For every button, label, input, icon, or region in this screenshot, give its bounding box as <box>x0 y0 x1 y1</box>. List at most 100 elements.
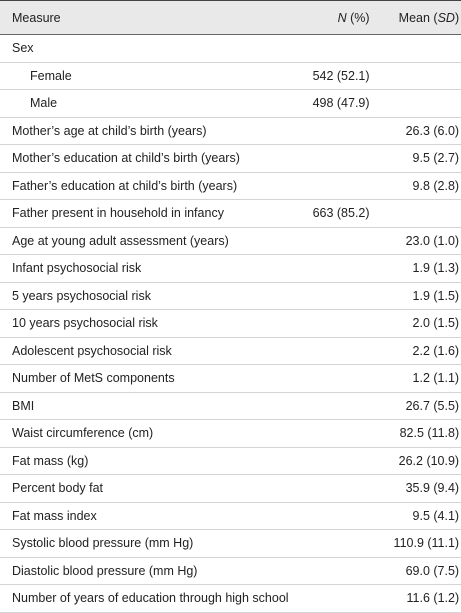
table-cell: 10 years psychosocial risk <box>0 309 301 338</box>
measure-label: Waist circumference (cm) <box>12 426 154 441</box>
table-cell: 9.8 (2.8) <box>381 172 461 200</box>
table-cell: 1.2 (1.1) <box>381 364 461 393</box>
table-cell: 2.0 (1.5) <box>381 309 461 338</box>
table-cell <box>300 34 382 63</box>
measure-label: Father present in household in infancy <box>12 206 224 221</box>
table-cell: 2.2 (1.6) <box>381 337 461 365</box>
table-cell: Male <box>0 89 301 118</box>
header-cell: Mean (SD) <box>381 0 461 35</box>
table-cell: 23.0 (1.0) <box>381 227 461 255</box>
header-cell: N (%) <box>300 0 382 35</box>
table-cell: Percent body fat <box>0 474 301 503</box>
table-cell: Sex <box>0 34 301 63</box>
cell-value: 1.9 (1.5) <box>412 288 460 303</box>
cell-value: 498 (47.9) <box>312 96 370 111</box>
cell-value: 9.5 (2.7) <box>412 151 460 166</box>
table-row: Age at young adult assessment (years) 23.… <box>0 227 461 255</box>
table-cell: Systolic blood pressure (mm Hg) <box>0 529 301 558</box>
table-cell: 1.9 (1.3) <box>381 254 461 283</box>
table-body: Sex Female 542 (52.1) Male 498 (47.9) Mother’… <box>0 34 461 613</box>
table-cell: 26.2 (10.9) <box>381 447 461 475</box>
table-cell <box>381 34 461 63</box>
measure-label: 5 years psychosocial risk <box>12 288 151 303</box>
header-row: Measure N (%) Mean (SD) <box>0 0 461 35</box>
cell-value: 82.5 (11.8) <box>399 426 460 441</box>
table-cell: Waist circumference (cm) <box>0 419 301 448</box>
table-row: Female 542 (52.1) <box>0 62 461 90</box>
table-cell <box>300 529 382 558</box>
measure-label: Female <box>30 68 72 83</box>
table-cell <box>300 254 382 283</box>
header-text: N <box>337 10 347 25</box>
table-cell: 69.0 (7.5) <box>381 557 461 585</box>
measure-label: Systolic blood pressure (mm Hg) <box>12 536 194 551</box>
measure-label: 10 years psychosocial risk <box>12 316 158 331</box>
table-row: Fat mass (kg) 26.2 (10.9) <box>0 447 461 475</box>
table-row: 10 years psychosocial risk 2.0 (1.5) <box>0 309 461 338</box>
header-cell: Measure <box>0 0 301 35</box>
table-cell: 663 (85.2) <box>300 199 382 228</box>
table-row: Percent body fat 35.9 (9.4) <box>0 474 461 503</box>
table-cell <box>300 144 382 173</box>
cell-value: 9.5 (4.1) <box>412 508 460 523</box>
table-row: Father present in household in infancy 66… <box>0 199 461 228</box>
table-cell: Female <box>0 62 301 90</box>
header-text: Mean ( <box>398 10 438 25</box>
cell-value: 26.7 (5.5) <box>405 398 460 413</box>
table-cell: Diastolic blood pressure (mm Hg) <box>0 557 301 585</box>
cell-value: 2.2 (1.6) <box>412 343 460 358</box>
table-cell: 26.7 (5.5) <box>381 392 461 420</box>
table-cell: Father present in household in infancy <box>0 199 301 228</box>
table-row: Waist circumference (cm) 82.5 (11.8) <box>0 419 461 448</box>
measure-label: Mother’s age at child’s birth (years) <box>12 123 207 138</box>
measure-label: Age at young adult assessment (years) <box>12 233 229 248</box>
header-text: ) <box>454 10 460 25</box>
table-cell: Fat mass (kg) <box>0 447 301 475</box>
table-row: Number of years of education through hig… <box>0 584 461 613</box>
cell-value: 11.6 (1.2) <box>406 591 460 606</box>
measure-label: Male <box>30 96 58 111</box>
table-row: Fat mass index 9.5 (4.1) <box>0 502 461 530</box>
table-cell <box>381 89 461 118</box>
table-cell: 11.6 (1.2) <box>381 584 461 613</box>
measure-label: Fat mass (kg) <box>12 453 89 468</box>
table-row: Mother’s age at child’s birth (years) 26.… <box>0 117 461 145</box>
cell-value: 26.3 (6.0) <box>405 123 460 138</box>
header-text: Measure <box>12 10 61 25</box>
measure-label: Infant psychosocial risk <box>12 261 142 276</box>
table-row: Father’s education at child’s birth (yea… <box>0 172 461 200</box>
table-cell <box>300 584 382 613</box>
table-cell: 26.3 (6.0) <box>381 117 461 145</box>
table-cell <box>300 337 382 365</box>
table-row: Adolescent psychosocial risk 2.2 (1.6) <box>0 337 461 365</box>
table-cell <box>300 502 382 530</box>
table-cell <box>300 227 382 255</box>
cell-value: 23.0 (1.0) <box>405 233 460 248</box>
table-cell: 498 (47.9) <box>300 89 382 118</box>
cell-value: 69.0 (7.5) <box>405 563 460 578</box>
header-text: SD <box>437 10 455 25</box>
table-cell: Number of years of education through hig… <box>0 584 301 613</box>
table-row: Mother’s education at child’s birth (yea… <box>0 144 461 173</box>
table-cell: 1.9 (1.5) <box>381 282 461 310</box>
measure-label: Mother’s education at child’s birth (yea… <box>12 151 240 166</box>
table-cell <box>300 557 382 585</box>
table-cell: 35.9 (9.4) <box>381 474 461 503</box>
table-cell <box>300 474 382 503</box>
table-row: Male 498 (47.9) <box>0 89 461 118</box>
table-cell: Adolescent psychosocial risk <box>0 337 301 365</box>
table-cell: Age at young adult assessment (years) <box>0 227 301 255</box>
table-cell: 82.5 (11.8) <box>381 419 461 448</box>
header-text: (%) <box>346 10 370 25</box>
measure-label: BMI <box>12 398 35 413</box>
measure-label: Percent body fat <box>12 481 104 496</box>
table-cell: 9.5 (4.1) <box>381 502 461 530</box>
cell-value: 2.0 (1.5) <box>412 316 460 331</box>
table-cell: Father’s education at child’s birth (yea… <box>0 172 301 200</box>
table-row: Systolic blood pressure (mm Hg) 110.9 (11… <box>0 529 461 558</box>
table-cell: BMI <box>0 392 301 420</box>
cell-value: 26.2 (10.9) <box>398 453 460 468</box>
table-cell <box>300 309 382 338</box>
table-cell <box>300 447 382 475</box>
